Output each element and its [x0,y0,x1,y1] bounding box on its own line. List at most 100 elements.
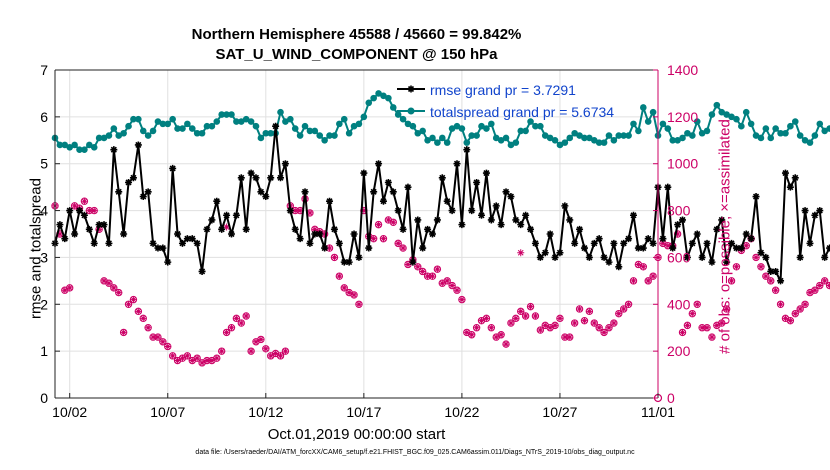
obs-point-circle [816,281,824,290]
obs-point-star [689,310,696,317]
totalspread-point [571,129,578,137]
obs-point-star [498,331,505,338]
rmse-point [473,178,481,186]
obs-point-star [684,322,691,329]
obs-point [811,286,819,294]
obs-point [468,331,476,339]
obs-point-star [400,245,407,252]
obs-point [242,312,250,320]
y-tick-label-right: 0 [667,390,675,406]
obs-point-circle [703,324,711,332]
rmse-point [796,253,804,261]
rmse-point [723,258,731,266]
obs-point [502,340,510,348]
obs-point [551,321,559,330]
totalspread-point [404,120,412,128]
totalspread-point [458,125,466,132]
totalspread-point [385,94,392,102]
obs-point-star [733,263,740,270]
obs-point-star [331,254,338,261]
obs-point-star [556,315,563,322]
obs-point-star [635,261,642,268]
obs-point-circle [468,331,476,339]
totalspread-point [252,122,260,130]
y-tick-label-left: 7 [40,62,48,78]
obs-point [448,281,456,290]
totalspread-point [110,125,118,132]
obs-point [600,328,608,337]
obs-point-circle [776,300,785,308]
obs-point-circle [90,206,98,215]
obs-point [820,277,829,285]
obs-point [217,347,226,355]
obs-point-circle [605,324,613,332]
rmse-point [458,221,466,229]
totalspread-point [762,125,770,132]
obs-point-circle [222,328,231,337]
axes: 10/02 10/07 10/12 10/17 10/22 10/27 11/0101234… [40,62,698,420]
totalspread-point [512,139,520,146]
totalspread-point [326,132,333,139]
obs-point-star [762,273,769,280]
obs-point-star [483,315,490,322]
obs-point-circle [355,300,363,308]
obs-point-circle [517,307,525,316]
rmse-point [600,253,608,261]
rmse-point [149,239,157,247]
obs-point [335,272,344,280]
obs-point-star [120,329,127,336]
y-tick-label-right: 600 [667,249,691,265]
totalspread-point [708,111,716,118]
rmse-point [585,253,593,261]
totalspread-point [223,111,230,118]
obs-point-star [816,282,823,289]
obs-point-star [699,324,706,331]
rmse-point [267,174,275,182]
obs-point-star [360,207,367,214]
totalspread-point [130,115,137,123]
totalspread-point [595,139,603,146]
obs-point [825,281,830,290]
rmse-point [747,235,755,243]
obs-point [624,300,633,308]
obs-point-star [262,345,269,352]
obs-point-circle [119,328,128,337]
totalspread-point [791,118,799,125]
rmse-point [732,244,740,252]
totalspread-point [247,118,255,125]
obs-point-star [311,226,318,233]
totalspread-point [438,134,446,142]
obs-point [379,234,388,243]
rmse-point [752,193,760,201]
obs-point-circle [762,272,770,280]
obs-point-star [130,296,137,303]
obs-point [139,314,147,323]
x-tick-label: 10/07 [150,404,185,420]
obs-point-circle [139,314,147,323]
totalspread-point [659,120,667,128]
obs-point-star [547,324,554,331]
obs-point-circle [786,316,795,325]
totalspread-point [213,118,221,125]
obs-point-star [645,277,652,284]
obs-point [159,338,167,346]
obs-point [482,314,491,323]
rmse-point [394,207,402,215]
obs-point-star [782,315,789,322]
y-tick-label-left: 5 [40,156,48,172]
rmse-point [252,174,260,182]
obs-point [536,326,545,334]
obs-point-circle [237,319,245,327]
totalspread-point [541,132,549,139]
obs-point [90,206,98,215]
obs-point-star [532,313,539,319]
rmse-point [154,244,162,252]
totalspread-point [61,141,69,149]
obs-point-star [576,305,583,312]
totalspread-point [649,108,657,116]
obs-point-circle [472,324,481,332]
obs-point [330,253,339,262]
obs-point [767,277,775,285]
obs-point-star [169,352,176,359]
obs-point-circle [213,354,221,362]
